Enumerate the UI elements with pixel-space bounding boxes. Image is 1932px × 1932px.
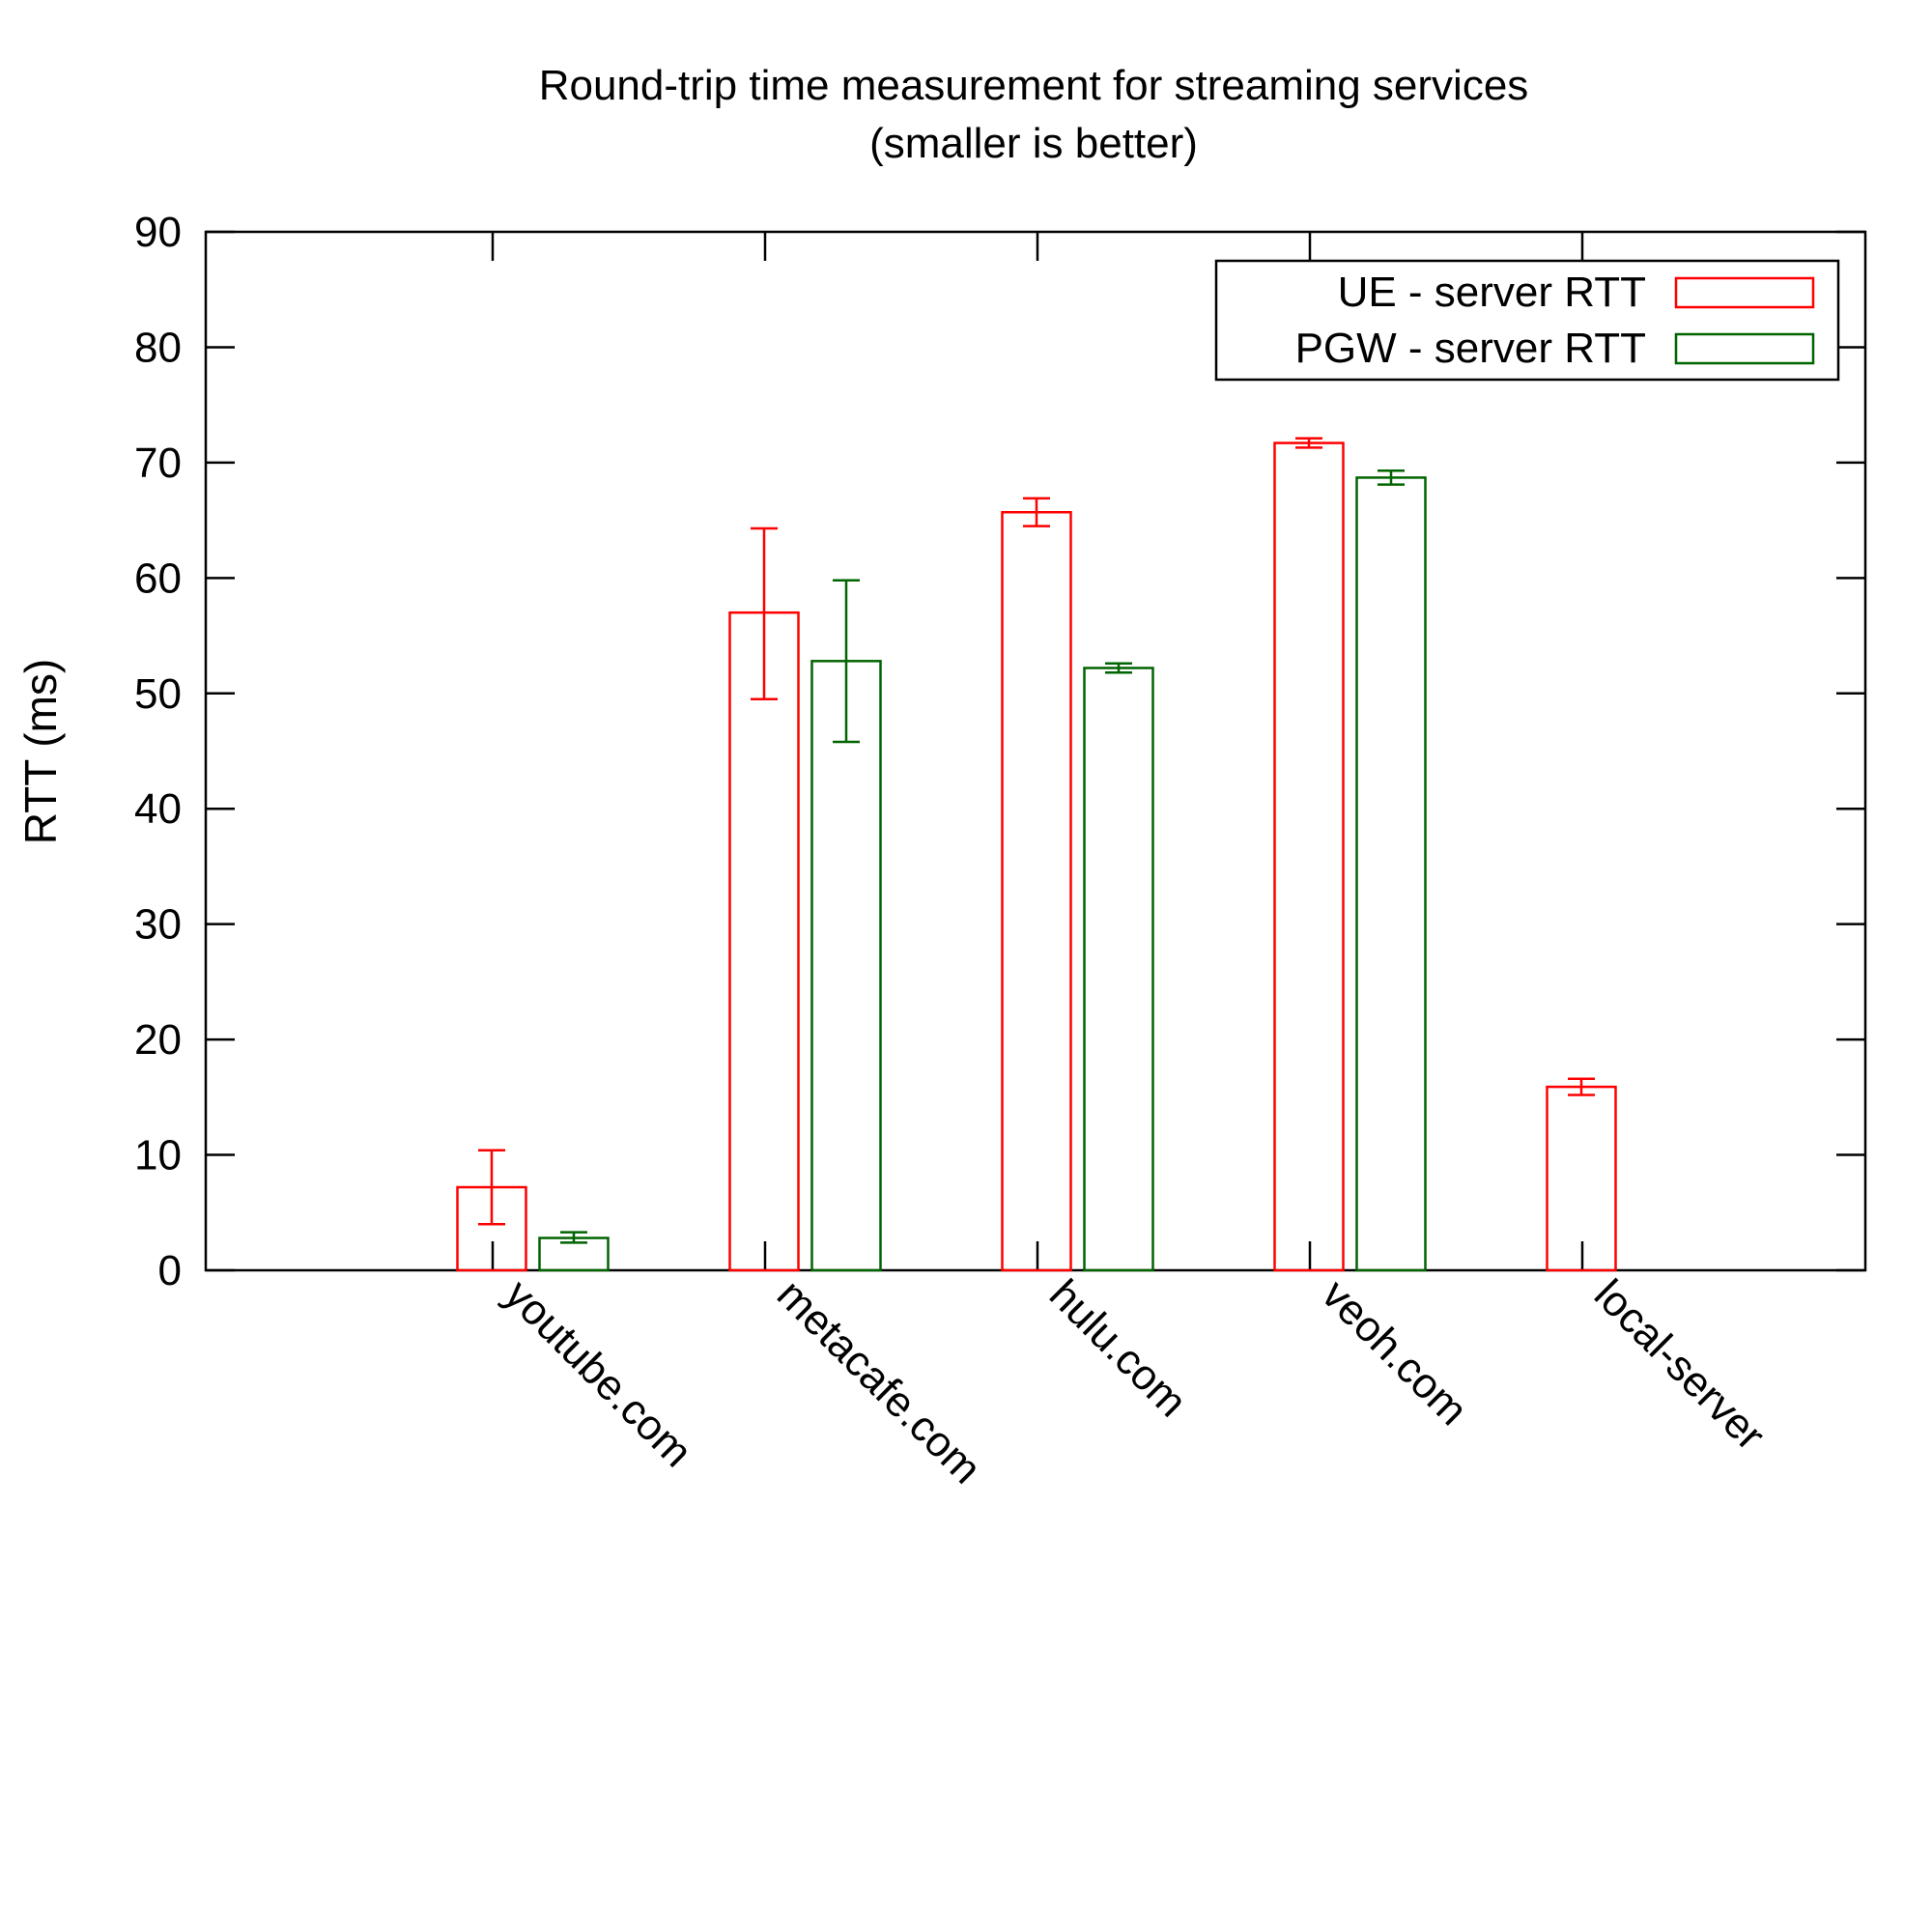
- y-tick-label: 0: [158, 1247, 182, 1294]
- x-category-label: local-server: [1585, 1270, 1774, 1459]
- legend-box: [1214, 259, 1840, 382]
- plot-area: 0 10 20 30 40 50 60 70 80 90 youtube.com metacafe.c…: [134, 209, 1867, 1492]
- legend-label: PGW - server RTT: [1295, 325, 1646, 372]
- y-tick-label: 40: [134, 785, 182, 833]
- y-tick-label: 70: [134, 440, 182, 487]
- y-tick-label: 10: [134, 1132, 182, 1179]
- x-category-label: youtube.com: [496, 1270, 701, 1476]
- y-tick-label: 50: [134, 670, 182, 718]
- bar: [810, 660, 882, 1272]
- bar: [1355, 476, 1427, 1272]
- legend-swatch: [1674, 332, 1815, 365]
- x-category-label: metacafe.com: [768, 1270, 990, 1492]
- x-category-label: hulu.com: [1040, 1270, 1196, 1426]
- y-axis-label: RTT (ms): [15, 659, 66, 845]
- bar: [1001, 511, 1072, 1272]
- bar: [728, 611, 800, 1272]
- chart-subtitle: (smaller is better): [869, 120, 1198, 167]
- bar: [1083, 667, 1154, 1272]
- x-category-label: veoh.com: [1313, 1270, 1477, 1435]
- bar: [1273, 441, 1345, 1272]
- chart-title: Round-trip time measurement for streamin…: [539, 62, 1529, 109]
- y-tick-label: 30: [134, 901, 182, 949]
- legend-label: UE - server RTT: [1338, 269, 1646, 316]
- legend: UE - server RTT PGW - server RTT: [1214, 259, 1840, 382]
- y-tick-label: 90: [134, 209, 182, 256]
- legend-swatch: [1674, 276, 1815, 309]
- y-tick-label: 80: [134, 324, 182, 371]
- y-tick-label: 60: [134, 554, 182, 602]
- y-tick-label: 20: [134, 1016, 182, 1064]
